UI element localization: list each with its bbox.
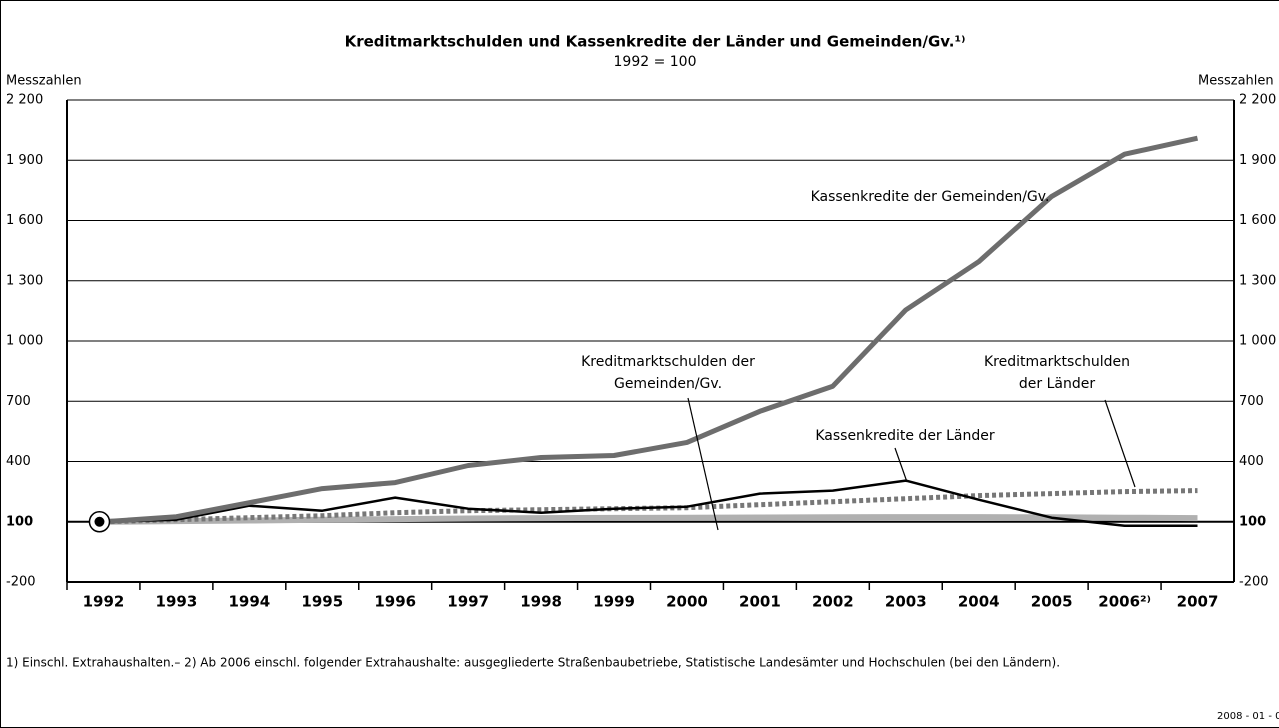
y-tick-label: 1 900 [6, 153, 43, 168]
y2-tick-label: 1 000 [1239, 334, 1276, 349]
y2-tick-label: -200 [1239, 575, 1269, 590]
series-label: Kassenkredite der Gemeinden/Gv. [811, 189, 1050, 205]
x-tick-label: 2005 [1031, 593, 1073, 611]
y2-tick-label: 700 [1239, 394, 1264, 409]
leader-line [687, 397, 719, 531]
x-tick-label: 1994 [228, 593, 270, 611]
x-tick-label: 2007 [1177, 593, 1219, 611]
y2-tick-label: 1 300 [1239, 273, 1276, 288]
y2-tick-label: 100 [1239, 514, 1266, 529]
leader-line [1104, 399, 1136, 488]
series-line [103, 514, 1198, 525]
y2-tick-label: 1 600 [1239, 213, 1276, 228]
y2-axis-label: Messzahlen [1198, 74, 1274, 89]
x-tick-label: 2002 [812, 593, 854, 611]
x-tick-label: 1996 [374, 593, 416, 611]
series-label: Kreditmarktschulden der Gemeinden/Gv. [581, 354, 755, 392]
x-tick-label: 2000 [666, 593, 708, 611]
y2-tick-label: 400 [1239, 454, 1264, 469]
series-label: Kassenkredite der Länder [815, 428, 995, 444]
y-axis-label: Messzahlen [6, 74, 82, 89]
leader-line [894, 447, 908, 483]
y-tick-label: 1 300 [6, 273, 43, 288]
y-tick-label: 100 [6, 514, 33, 529]
x-tick-label: 1999 [593, 593, 635, 611]
y-tick-label: 2 200 [6, 93, 43, 108]
x-tick-label: 1997 [447, 593, 489, 611]
y-tick-label: 1 000 [6, 334, 43, 349]
x-tick-label: 1995 [301, 593, 343, 611]
base-marker [94, 516, 105, 527]
x-tick-label: 2006²⁾ [1098, 593, 1151, 611]
series-line [103, 135, 1199, 525]
x-tick-label: 1998 [520, 593, 562, 611]
series-line [103, 479, 1198, 528]
y-tick-label: -200 [6, 575, 36, 590]
y-tick-label: 1 600 [6, 213, 43, 228]
x-tick-label: 1992 [83, 593, 125, 611]
chart-title: Kreditmarktschulden und Kassenkredite de… [345, 33, 966, 51]
y-tick-label: 700 [6, 394, 31, 409]
chart-subtitle: 1992 = 100 [614, 54, 697, 70]
y2-tick-label: 1 900 [1239, 153, 1276, 168]
x-tick-label: 2001 [739, 593, 781, 611]
x-tick-label: 2003 [885, 593, 927, 611]
y-tick-label: 400 [6, 454, 31, 469]
x-tick-label: 2004 [958, 593, 1000, 611]
footnote: 1) Einschl. Extrahaushalten.– 2) Ab 2006… [6, 656, 1060, 670]
y2-tick-label: 2 200 [1239, 93, 1276, 108]
series-label: Kreditmarktschulden der Länder [984, 354, 1130, 392]
x-tick-label: 1993 [156, 593, 198, 611]
